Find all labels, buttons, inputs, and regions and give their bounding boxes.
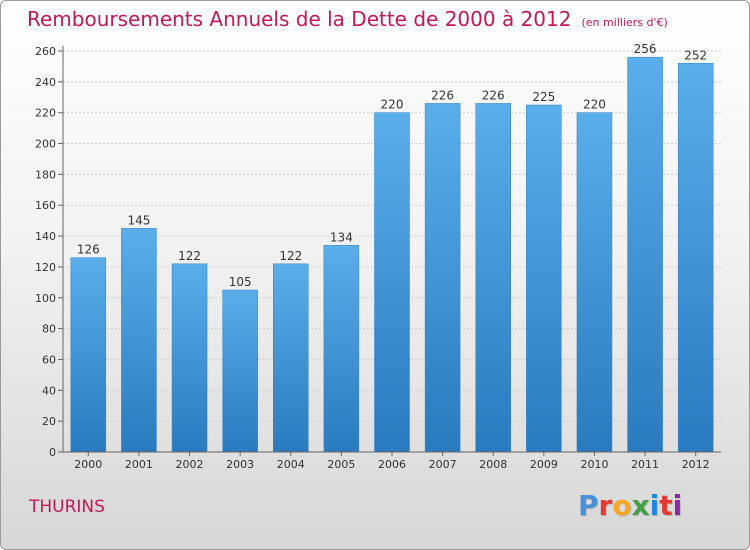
y-tick-label: 120	[35, 261, 56, 274]
x-tick-label-2005: 2005	[327, 458, 355, 471]
x-tick-label-2012: 2012	[682, 458, 710, 471]
logo-letter: t	[659, 489, 673, 522]
bar-2009	[526, 104, 562, 453]
y-tick-label: 160	[35, 199, 56, 212]
bar-2005	[323, 245, 360, 453]
y-tick-label: 220	[35, 107, 56, 120]
y-tick-label: 100	[35, 292, 56, 305]
y-tick-label: 180	[35, 168, 56, 181]
logo-letter: x	[631, 489, 650, 522]
x-tick-label-2007: 2007	[429, 458, 457, 471]
value-label-2004: 122	[279, 249, 302, 263]
y-tick-label: 260	[35, 45, 56, 58]
value-label-2002: 122	[178, 249, 201, 263]
logo-letter: P	[578, 489, 599, 522]
logo-letter: r	[598, 489, 613, 522]
y-tick-label: 40	[42, 384, 56, 397]
y-tick-label: 140	[35, 230, 56, 243]
x-tick-label-2003: 2003	[226, 458, 254, 471]
chart-title: Remboursements Annuels de la Dette de 20…	[27, 7, 668, 31]
x-tick-label-2001: 2001	[125, 458, 153, 471]
bar-2000	[70, 257, 107, 453]
x-tick-label-2002: 2002	[176, 458, 204, 471]
y-tick-label: 20	[42, 415, 56, 428]
logo-letter: i	[672, 489, 683, 522]
title-text: Remboursements Annuels de la Dette de 20…	[27, 7, 572, 31]
logo-letter: o	[612, 489, 632, 522]
value-label-2006: 220	[381, 98, 404, 112]
bar-2012	[677, 63, 714, 453]
x-tick-label-2008: 2008	[479, 458, 507, 471]
x-tick-label-2004: 2004	[277, 458, 305, 471]
value-label-2003: 105	[229, 275, 252, 289]
title-unit: (en milliers d'€)	[581, 16, 668, 29]
value-label-2007: 226	[431, 88, 454, 102]
bar-2001	[121, 228, 157, 453]
y-tick-label: 60	[42, 353, 56, 366]
bar-2011	[627, 56, 663, 453]
y-tick-label: 200	[35, 138, 56, 151]
bar-2010	[576, 112, 613, 453]
x-tick-label-2011: 2011	[631, 458, 659, 471]
proxiti-logo: Proxiti	[578, 489, 682, 522]
x-tick-label-2000: 2000	[74, 458, 102, 471]
x-tick-label-2006: 2006	[378, 458, 406, 471]
value-label-2005: 134	[330, 230, 353, 244]
axes: 0 20 40 60 80 100 120 140 160 180 200 220 240 260 2000…	[35, 45, 721, 471]
bar-2004	[273, 263, 309, 453]
y-tick-label: 0	[49, 446, 56, 459]
x-tick-label-2010: 2010	[580, 458, 608, 471]
value-label-2008: 226	[482, 88, 505, 102]
value-label-2000: 126	[77, 243, 100, 257]
commune-name: THURINS	[29, 497, 105, 517]
logo-letter: i	[649, 489, 660, 522]
value-label-2001: 145	[127, 213, 150, 227]
bar-2003	[222, 289, 258, 453]
value-labels: 126 145 122 105 122 134 220 226 226 225 220 256 252	[77, 42, 707, 289]
bar-2002	[171, 263, 208, 453]
y-tick-label: 240	[35, 76, 56, 89]
x-tick-label-2009: 2009	[530, 458, 558, 471]
bar-2006	[374, 112, 410, 453]
value-label-2010: 220	[583, 98, 606, 112]
value-label-2012: 252	[684, 48, 707, 62]
bar-2008	[475, 103, 511, 453]
y-tick-label: 80	[42, 323, 56, 336]
value-label-2009: 225	[532, 90, 555, 104]
bar-2007	[424, 103, 461, 453]
bars	[70, 56, 714, 453]
value-label-2011: 256	[634, 42, 657, 56]
